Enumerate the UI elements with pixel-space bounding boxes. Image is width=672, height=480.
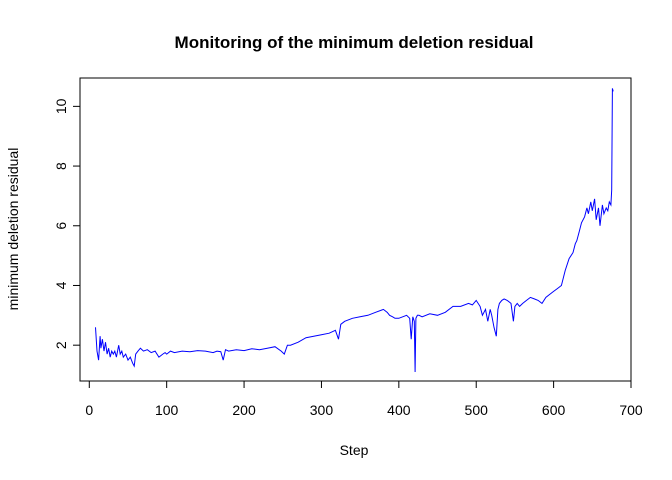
x-tick-label: 700 bbox=[619, 402, 643, 418]
x-tick-label: 300 bbox=[310, 402, 334, 418]
x-axis: 0 100 200 300 400 500 600 700 bbox=[85, 380, 643, 418]
series-line bbox=[95, 88, 614, 373]
x-axis-label: Step bbox=[340, 442, 369, 458]
y-axis: 2 4 6 8 10 bbox=[53, 98, 81, 349]
chart-title: Monitoring of the minimum deletion resid… bbox=[175, 33, 534, 52]
x-tick-label: 400 bbox=[387, 402, 411, 418]
x-tick-label: 200 bbox=[232, 402, 256, 418]
plot-area bbox=[79, 77, 632, 382]
y-tick-label: 6 bbox=[53, 222, 69, 230]
y-tick-label: 10 bbox=[53, 98, 69, 114]
x-tick-label: 500 bbox=[465, 402, 489, 418]
x-tick-label: 0 bbox=[85, 402, 93, 418]
y-axis-label: minimum deletion residual bbox=[5, 148, 21, 311]
y-tick-label: 4 bbox=[53, 281, 69, 289]
plot-frame bbox=[79, 77, 632, 382]
x-tick-label: 600 bbox=[542, 402, 566, 418]
y-tick-label: 2 bbox=[53, 341, 69, 349]
x-tick-label: 100 bbox=[155, 402, 179, 418]
y-tick-label: 8 bbox=[53, 162, 69, 170]
